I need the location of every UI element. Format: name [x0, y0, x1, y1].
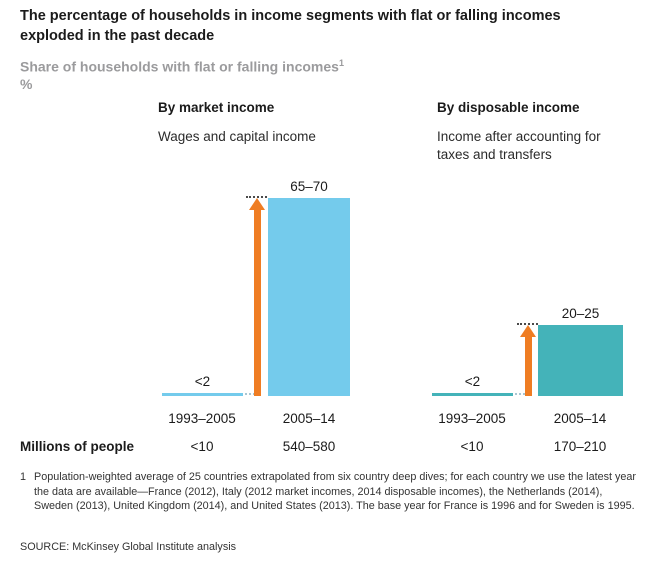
baseline-dotted-connector-right	[515, 393, 525, 395]
bar-market-1993-2005	[162, 393, 243, 396]
millions-market-1993-2005: <10	[190, 439, 214, 454]
bar-value-market-2005-14: 65–70	[290, 179, 328, 194]
panel-header-market-income: By market income Wages and capital incom…	[158, 100, 368, 146]
millions-of-people-label: Millions of people	[20, 439, 134, 454]
top-dotted-marker-left	[246, 196, 267, 198]
baseline-dotted-connector-left	[245, 393, 255, 395]
bar-value-disposable-2005-14: 20–25	[561, 306, 600, 321]
bar-market-2005-14	[268, 198, 350, 396]
x-label-disposable-1993-2005: 1993–2005	[438, 411, 506, 426]
panel-description-disposable: Income after accounting for taxes and tr…	[437, 129, 601, 162]
unit-label: %	[20, 76, 33, 92]
bar-value-disposable-1993-2005: <2	[464, 374, 481, 389]
chart-subtitle: Share of households with flat or falling…	[20, 58, 520, 75]
panel-heading-disposable: By disposable income	[437, 100, 580, 115]
footnote-marker: 1	[20, 471, 27, 483]
x-label-disposable-2005-14: 2005–14	[553, 411, 607, 426]
bar-disposable-2005-14	[538, 325, 623, 396]
subtitle-text: Share of households with flat or falling…	[20, 58, 339, 75]
x-label-market-2005-14: 2005–14	[282, 411, 336, 426]
top-dotted-marker-right	[517, 323, 538, 325]
panel-description-market: Wages and capital income	[158, 129, 316, 144]
bar-disposable-1993-2005	[432, 393, 513, 396]
growth-arrow-shaft-disposable	[525, 336, 532, 396]
growth-arrow-head-market	[249, 198, 265, 210]
footnote: 1 Population-weighted average of 25 coun…	[20, 470, 638, 514]
millions-disposable-2005-14: 170–210	[553, 439, 607, 454]
bar-value-market-1993-2005: <2	[194, 374, 211, 389]
chart-title: The percentage of households in income s…	[20, 8, 561, 44]
panel-header-disposable-income: By disposable income Income after accoun…	[437, 100, 615, 164]
growth-arrow-shaft-market	[254, 209, 261, 396]
subtitle-footnote-ref: 1	[338, 58, 344, 68]
panel-heading-market: By market income	[158, 100, 275, 115]
millions-disposable-1993-2005: <10	[460, 439, 484, 454]
millions-market-2005-14: 540–580	[282, 439, 336, 454]
footnote-text: Population-weighted average of 25 countr…	[34, 471, 636, 512]
growth-arrow-head-disposable	[520, 325, 536, 337]
x-label-market-1993-2005: 1993–2005	[168, 411, 236, 426]
source-line: SOURCE: McKinsey Global Institute analys…	[20, 541, 237, 553]
